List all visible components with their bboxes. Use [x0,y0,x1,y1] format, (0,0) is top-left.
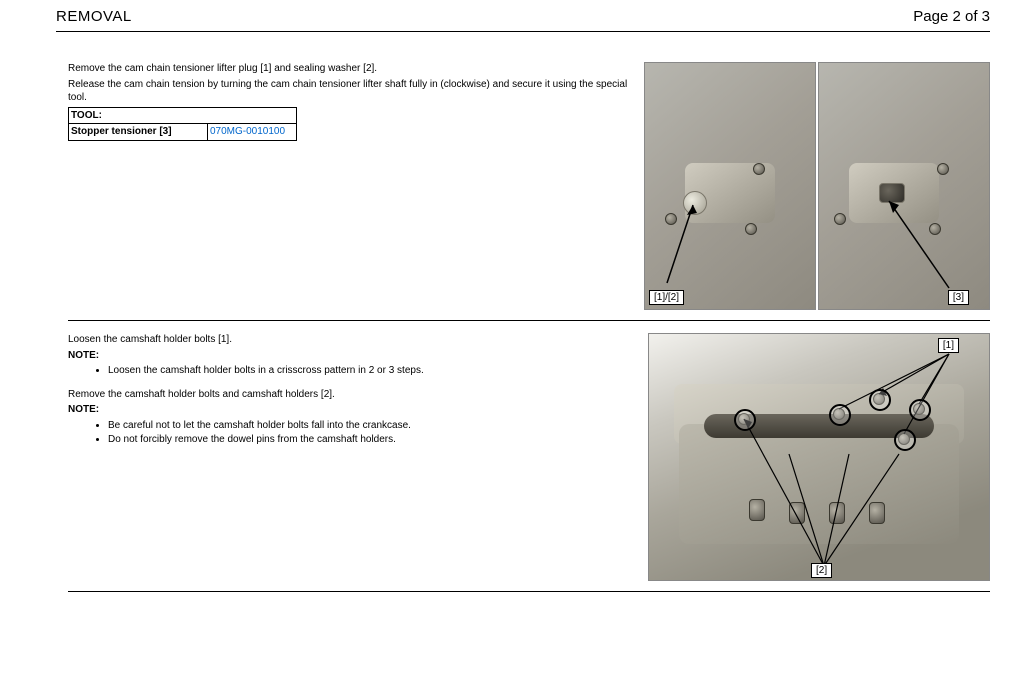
section1-figures: [1]/[2] [3] [644,62,990,310]
instruction-line: Remove the cam chain tensioner lifter pl… [68,62,636,76]
page-indicator: Page 2 of 3 [913,8,990,25]
note-item: Be careful not to let the camshaft holde… [108,419,640,433]
figure-label: [3] [948,290,969,305]
note-item: Loosen the camshaft holder bolts in a cr… [108,364,640,378]
figure-tensioner-plug: [1]/[2] [644,62,816,310]
section-divider [68,591,990,592]
instruction-line: Remove the camshaft holder bolts and cam… [68,388,640,402]
tool-partno-link[interactable]: 070MG-0010100 [208,124,297,141]
section-divider [68,320,990,321]
tool-name: Stopper tensioner [3] [69,124,208,141]
figure-label: [1] [938,338,959,353]
page-header: REMOVAL Page 2 of 3 [0,0,1010,31]
section2-figures: [1] [2] [648,333,990,581]
section-tensioner: Remove the cam chain tensioner lifter pl… [68,62,990,321]
tool-header: TOOL: [69,107,297,124]
instruction-line: Loosen the camshaft holder bolts [1]. [68,333,640,347]
figure-tensioner-tool: [3] [818,62,990,310]
tool-table: TOOL: Stopper tensioner [3] 070MG-001010… [68,107,297,141]
section1-text: Remove the cam chain tensioner lifter pl… [68,62,636,141]
content: Remove the cam chain tensioner lifter pl… [0,32,1010,624]
note-label: NOTE: [68,403,640,417]
note-label: NOTE: [68,349,640,363]
page-title: REMOVAL [56,8,132,25]
section2-text: Loosen the camshaft holder bolts [1]. NO… [68,333,640,457]
note-list: Be careful not to let the camshaft holde… [68,419,640,447]
figure-label: [2] [811,563,832,578]
figure-camshaft-holder: [1] [2] [648,333,990,581]
section-camshaft-holder: Loosen the camshaft holder bolts [1]. NO… [68,333,990,592]
figure-label: [1]/[2] [649,290,684,305]
note-item: Do not forcibly remove the dowel pins fr… [108,433,640,447]
instruction-line: Release the cam chain tension by turning… [68,78,636,105]
note-list: Loosen the camshaft holder bolts in a cr… [68,364,640,378]
